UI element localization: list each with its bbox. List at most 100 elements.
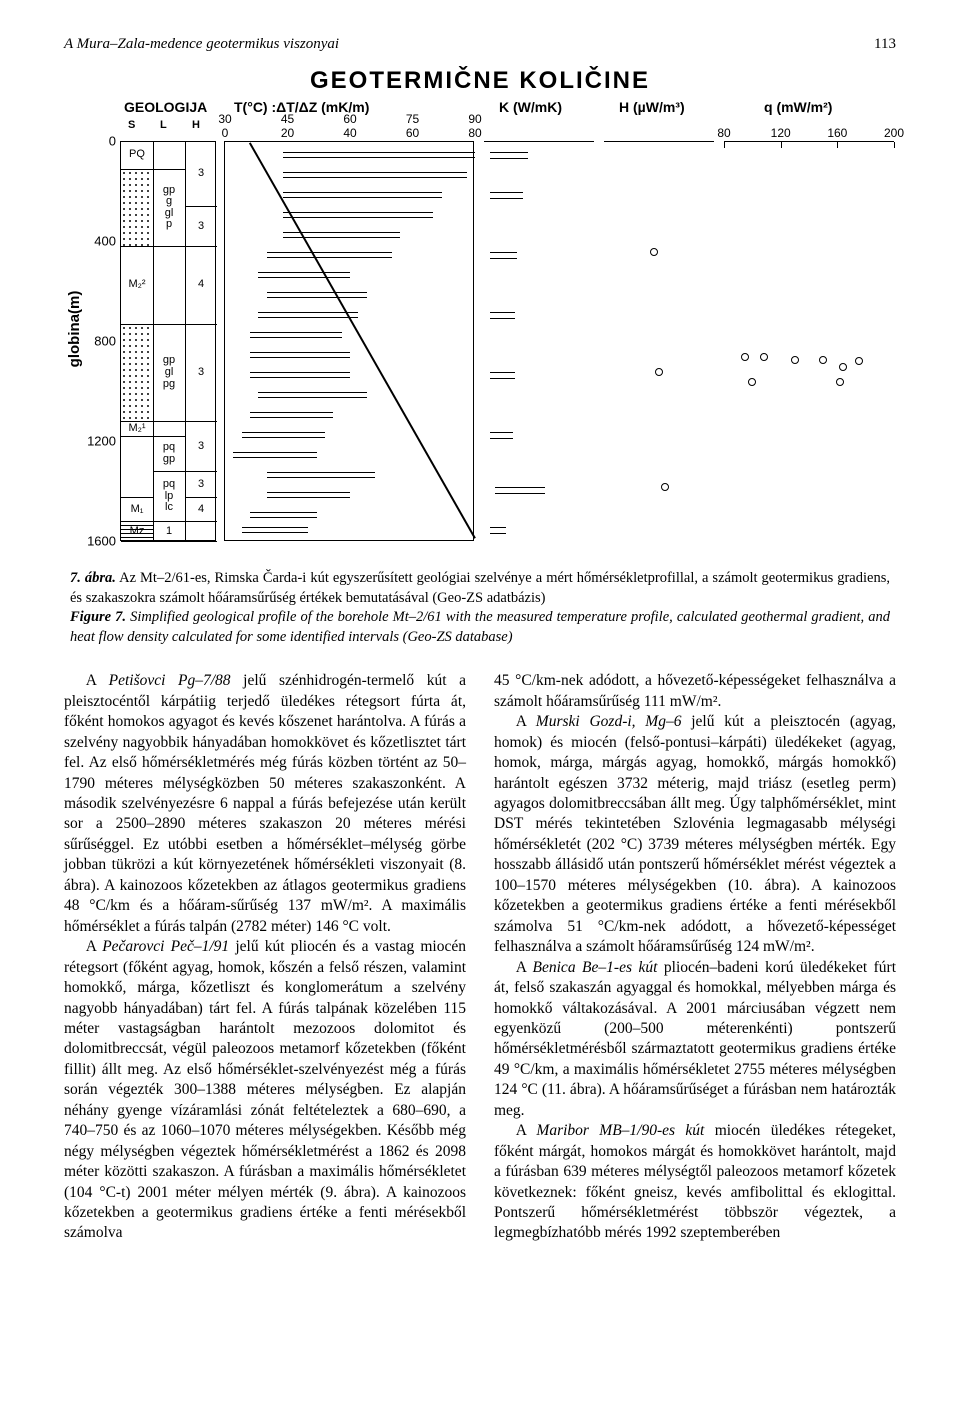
q-dot xyxy=(748,378,756,386)
well-pecarovci: Pečarovci Peč–1/91 xyxy=(102,938,229,955)
y-tick: 1600 xyxy=(87,534,116,549)
running-header: A Mura–Zala-medence geotermikus viszonya… xyxy=(64,36,896,53)
gradient-bar xyxy=(242,432,325,438)
q-dot xyxy=(836,378,844,386)
xtick: 20 xyxy=(281,126,294,140)
xtick: 80 xyxy=(468,126,481,140)
well-maribor: Maribor MB–1/90-es kút xyxy=(536,1122,704,1139)
xtick: 0 xyxy=(222,126,229,140)
figure-caption: 7. ábra. Az Mt–2/61-es, Rimska Čarda-i k… xyxy=(70,569,890,647)
K-bar xyxy=(490,432,513,439)
H-dot xyxy=(650,248,658,256)
strat-cell: M₂² xyxy=(121,247,153,325)
xtick: 90 xyxy=(468,112,481,126)
temperature-line xyxy=(249,142,475,538)
col-sub-H: H xyxy=(192,119,200,131)
q-dot xyxy=(855,357,863,365)
gradient-bar xyxy=(258,312,358,318)
para-1: A Petišovci Pg–7/88 jelű szénhidrogén-te… xyxy=(64,671,466,937)
gradient-bar xyxy=(283,212,433,218)
col-head-K: K (W/mK) xyxy=(499,99,562,115)
col-sub-L: L xyxy=(160,119,167,131)
para-3: 45 °C/km-nek adódott, a hővezető-képessé… xyxy=(494,671,896,712)
gradient-bar xyxy=(258,392,366,398)
strat-cell: pq gp xyxy=(153,437,185,472)
strat-cell: 1 xyxy=(153,522,185,542)
para-2: A Pečarovci Peč–1/91 jelű kút pliocén és… xyxy=(64,937,466,1244)
strat-cell: 3 xyxy=(185,207,217,247)
H-dot xyxy=(661,483,669,491)
panel-geologija: PQ M₂² M₂¹ M₁Mz gp g gl pgp gl pgpq gppq lp… xyxy=(120,141,216,541)
gradient-bar xyxy=(267,472,375,478)
K-bar xyxy=(490,152,529,159)
p1-a: A xyxy=(86,672,109,689)
q-dot xyxy=(760,353,768,361)
q-dot xyxy=(839,363,847,371)
q-dot xyxy=(741,353,749,361)
gradient-bar xyxy=(250,512,317,518)
para-5: A Benica Be–1-es kút pliocén–badeni korú… xyxy=(494,958,896,1122)
p5-b: pliocén–badeni korú üledékeket fúrt át, … xyxy=(494,959,896,1119)
xtick: 120 xyxy=(771,126,791,140)
temp-xticks-sub: 3045607590 xyxy=(225,112,473,126)
p2-b: jelű kút pliocén és a vastag miocén réte… xyxy=(64,938,466,1241)
strat-cell xyxy=(185,522,217,542)
q-dot xyxy=(791,356,799,364)
strat-cell: PQ xyxy=(121,142,153,170)
y-axis-ticks: 040080012001600 xyxy=(76,141,116,541)
para-4: A Murski Gozd-i, Mg–6 jelű kút a pleiszt… xyxy=(494,712,896,957)
K-bar xyxy=(490,312,515,319)
strat-cell: 3 xyxy=(185,422,217,472)
page-number: 113 xyxy=(874,36,896,53)
strat-cell xyxy=(121,325,153,423)
xtick: 40 xyxy=(343,126,356,140)
caption-hu-lead: 7. ábra. xyxy=(70,570,116,586)
strat-col-H: 3343334 xyxy=(185,142,217,540)
well-petisovci: Petišovci Pg–7/88 xyxy=(109,672,231,689)
panel-H xyxy=(604,141,714,541)
strat-cell: 4 xyxy=(185,247,217,325)
figure-plot: globina(m) 040080012001600 GEOLOGIJA S L… xyxy=(64,99,896,559)
K-bar xyxy=(490,192,523,199)
strat-col-L: gp g gl pgp gl pgpq gppq lp lc1 xyxy=(153,142,186,540)
xtick: 80 xyxy=(717,126,730,140)
gradient-bar xyxy=(267,252,392,258)
panel-temperature: 020406080 3045607590 xyxy=(224,141,474,541)
gradient-bar xyxy=(283,172,466,178)
xtick: 45 xyxy=(281,112,294,126)
y-tick: 400 xyxy=(94,234,116,249)
col-sub-S: S xyxy=(128,119,135,131)
strat-cell xyxy=(153,422,185,437)
body-text: A Petišovci Pg–7/88 jelű szénhidrogén-te… xyxy=(64,671,896,1244)
gradient-bar xyxy=(250,412,333,418)
p6-b: miocén üledékes rétegeket, főként márgát… xyxy=(494,1122,896,1241)
strat-cell xyxy=(121,170,153,248)
col-head-H: H (µW/m³) xyxy=(619,99,685,115)
temp-xticks-top: 020406080 xyxy=(225,126,473,140)
panel-q: 80120160200 xyxy=(724,141,894,541)
strat-cell xyxy=(153,247,185,325)
y-tick: 1200 xyxy=(87,434,116,449)
strat-cell: M₁ xyxy=(121,498,153,522)
strat-cell: M₂¹ xyxy=(121,422,153,437)
strat-cell: Mz xyxy=(121,522,153,542)
p1-b: jelű szénhidrogén-termelő kút a pleiszto… xyxy=(64,672,466,934)
gradient-bar xyxy=(250,352,350,358)
p2-a: A xyxy=(86,938,103,955)
gradient-bar xyxy=(267,492,350,498)
xtick: 60 xyxy=(343,112,356,126)
xtick: 60 xyxy=(406,126,419,140)
para-6: A Maribor MB–1/90-es kút miocén üledékes… xyxy=(494,1121,896,1244)
strat-cell: 3 xyxy=(185,472,217,498)
xtick: 160 xyxy=(827,126,847,140)
gradient-bar xyxy=(267,292,367,298)
p4-b: jelű kút a pleisztocén (agyag, homok) és… xyxy=(494,713,896,955)
gradient-bar xyxy=(242,527,309,533)
figure-7: GEOTERMIČNE KOLIČINE globina(m) 04008001… xyxy=(64,67,896,559)
p6-a: A xyxy=(516,1122,537,1139)
strat-cell: 3 xyxy=(185,142,217,207)
well-murski-gozd: Murski Gozd-i, Mg–6 xyxy=(536,713,682,730)
caption-hu-body: Az Mt–2/61-es, Rimska Čarda-i kút egysze… xyxy=(70,570,890,606)
strat-col-S: PQ M₂² M₂¹ M₁Mz xyxy=(121,142,154,540)
gradient-bar xyxy=(283,232,400,238)
